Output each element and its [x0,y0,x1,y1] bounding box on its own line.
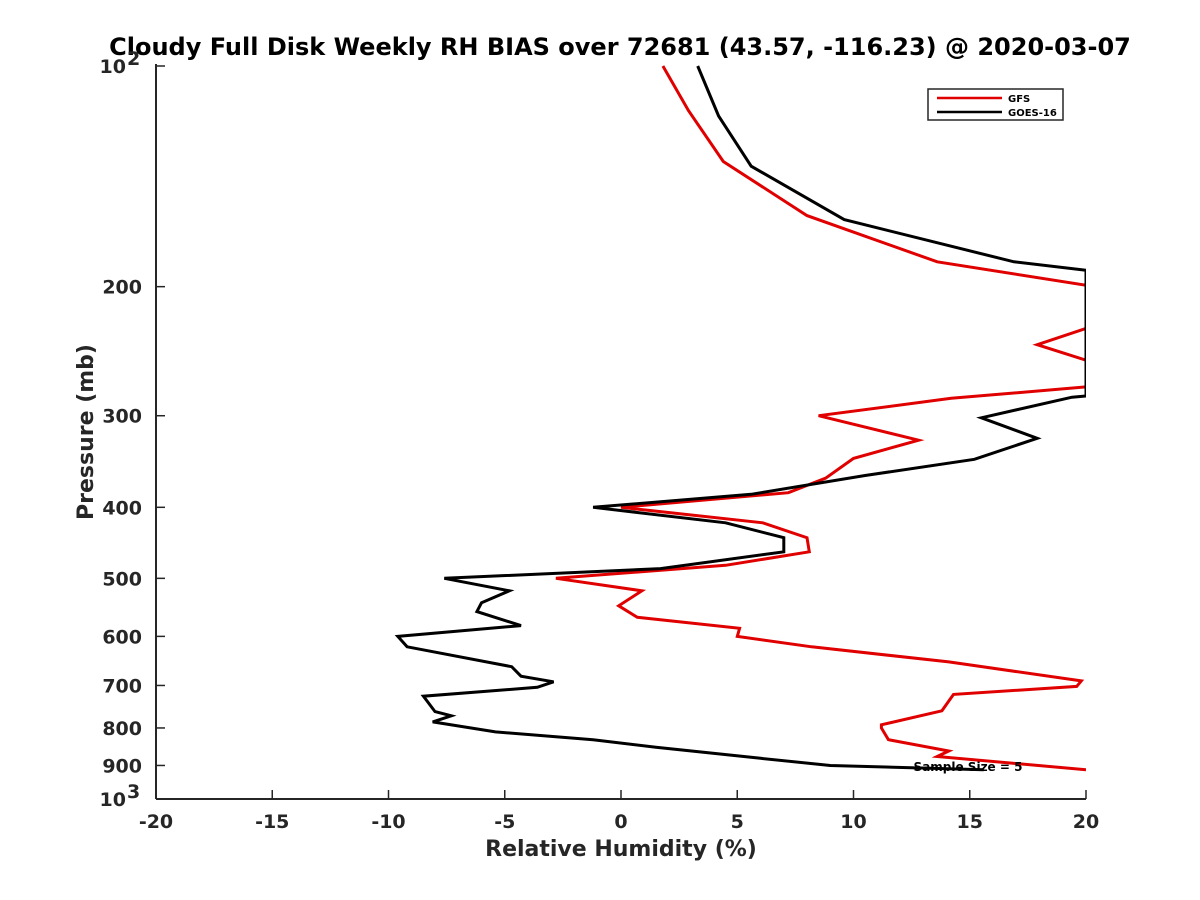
y-tick-label: 10 [100,789,126,811]
y-tick-label: 900 [102,755,142,777]
x-tick-label: -5 [494,811,515,833]
x-tick-label: -15 [255,811,289,833]
y-tick-exponent: 2 [127,48,140,70]
x-tick-label: 10 [840,811,866,833]
legend-items: GFS GOES-16 [937,94,1057,119]
legend-label-goes-16: GOES-16 [1008,108,1057,119]
y-tick-label: 700 [102,675,142,697]
x-tick-label: 5 [731,811,744,833]
y-axis-label: Pressure (mb) [74,344,99,520]
legend-box [927,88,1064,121]
series-layer [394,65,1086,772]
y-tick-exponent: 3 [127,781,140,803]
legend: GFS GOES-16 [927,88,1064,121]
y-tick-label: 600 [102,626,142,648]
x-tick-label: 20 [1073,811,1099,833]
x-tick-label: 15 [957,811,983,833]
y-tick-label: 800 [102,718,142,740]
sample-size-note: Sample Size = 5 [914,760,1023,774]
series-line-gfs [555,65,1086,772]
legend-label-gfs: GFS [1008,94,1030,105]
x-tick-label: 0 [614,811,627,833]
series-line-goes-16 [394,65,1086,772]
y-tick-label: 400 [102,497,142,519]
x-tick-label: -10 [371,811,405,833]
y-tick-label: 200 [102,277,142,299]
x-tick-label: -20 [139,811,173,833]
chart-title: Cloudy Full Disk Weekly RH BIAS over 726… [109,33,1131,61]
y-tick-label: 500 [102,568,142,590]
y-tick-label: 300 [102,406,142,428]
y-tick-label: 10 [100,56,126,78]
x-axis-label: Relative Humidity (%) [485,837,757,862]
